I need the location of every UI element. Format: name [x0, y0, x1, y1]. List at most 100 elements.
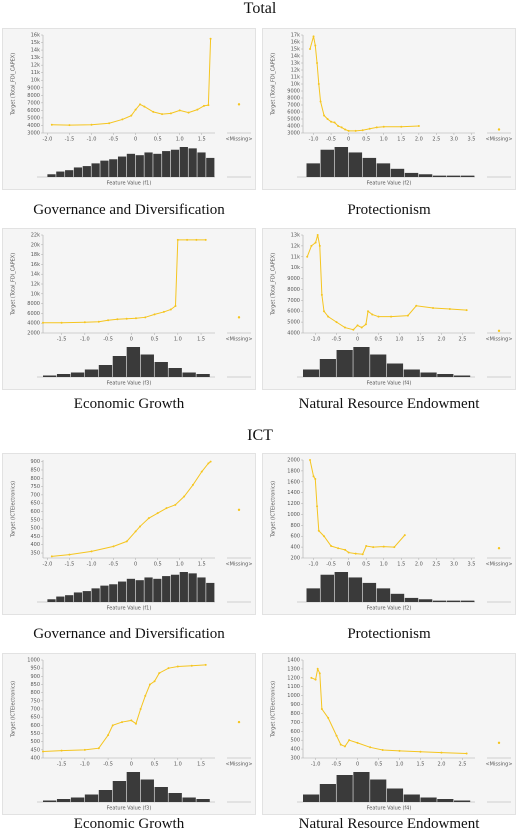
- y-tick-label: 1400: [287, 490, 300, 496]
- y-tick-label: 9000: [27, 85, 40, 91]
- point: [316, 234, 319, 236]
- x-tick-label: -0.5: [332, 337, 342, 343]
- hist-bar: [91, 163, 100, 177]
- point: [309, 459, 312, 461]
- hist-bar: [197, 577, 206, 602]
- hist-bar: [135, 155, 144, 177]
- hist-bar: [56, 596, 65, 602]
- hist-bar: [140, 779, 154, 802]
- y-axis-label: Target (ICTElectronics): [271, 481, 277, 538]
- hist-bar: [65, 595, 74, 602]
- point: [343, 745, 346, 748]
- y-tick-label: 800: [290, 523, 300, 529]
- missing-tick-label: <Missing>: [485, 137, 512, 143]
- x-tick-label: 1.5: [198, 562, 206, 568]
- point: [50, 555, 53, 558]
- hist-bar: [168, 793, 182, 802]
- chart: 2000 4000 6000 8000 10k 12k 14k 16k 18k 20k 22k -1.…: [11, 233, 253, 387]
- hist-bar: [353, 347, 370, 377]
- hist-bar: [320, 574, 334, 602]
- hist-bar: [182, 372, 196, 377]
- hist-bar: [126, 772, 141, 802]
- point: [161, 113, 164, 116]
- point: [398, 749, 401, 752]
- x-tick-label: -1.0: [80, 762, 90, 768]
- x-tick-label: -1.0: [309, 137, 319, 143]
- point: [191, 483, 194, 486]
- point: [134, 530, 137, 533]
- point: [156, 512, 159, 515]
- missing-tick-label: <Missing>: [485, 337, 512, 343]
- point: [333, 121, 336, 124]
- x-tick-label: -2.0: [43, 562, 53, 568]
- point: [121, 118, 124, 121]
- hist-bar: [188, 573, 197, 602]
- hist-bar: [154, 787, 168, 802]
- point: [42, 321, 44, 324]
- point: [330, 120, 333, 123]
- line: [309, 36, 419, 132]
- hist-bar: [170, 149, 180, 177]
- y-tick-label: 2000: [27, 331, 40, 337]
- y-tick-label: 9000: [287, 276, 300, 282]
- y-tick-label: 4000: [27, 123, 40, 129]
- chart-caption: Natural Resource Endowment: [298, 816, 480, 832]
- x-tick-label: -1.0: [87, 562, 97, 568]
- y-tick-label: 16k: [31, 262, 40, 268]
- x-tick-label: 1.5: [397, 562, 405, 568]
- x-tick-label: 3.0: [450, 562, 458, 568]
- y-tick-label: 1200: [287, 675, 300, 681]
- point: [162, 310, 165, 313]
- point: [209, 460, 212, 463]
- y-tick-label: 900: [30, 459, 40, 465]
- hist-bar: [432, 600, 447, 602]
- point: [130, 719, 133, 722]
- chart: 4000 5000 6000 7000 8000 9000 10k 11k 12k 13k -1.0…: [271, 233, 513, 387]
- y-axis-label: Target (Total_FDI_CAPEX): [11, 253, 17, 316]
- point: [310, 676, 313, 679]
- y-tick-label: 10k: [291, 265, 300, 271]
- x-tick-label: 1.0: [380, 137, 388, 143]
- point: [319, 100, 322, 103]
- hist-bar: [403, 369, 420, 377]
- point: [348, 739, 351, 742]
- x-tick-label: -1.0: [80, 337, 90, 343]
- point: [326, 118, 329, 120]
- point: [327, 716, 330, 719]
- y-tick-label: 300: [290, 756, 300, 762]
- hist-bar: [386, 788, 404, 802]
- point: [382, 125, 385, 128]
- y-tick-label: 12k: [31, 63, 40, 69]
- point: [139, 525, 142, 528]
- hist-bar: [390, 593, 405, 602]
- y-tick-label: 200: [290, 556, 300, 562]
- x-tick-label: 0: [130, 337, 133, 343]
- point: [107, 319, 110, 322]
- chart: 300 400 500 600 700 800 900 1000 1100 1200 1300 140…: [271, 658, 513, 812]
- point: [116, 318, 119, 321]
- y-tick-label: 1000: [287, 512, 300, 518]
- y-tick-label: 3000: [27, 131, 40, 137]
- y-tick-label: 600: [30, 509, 40, 515]
- x-axis-label: Feature Value (f1): [107, 606, 152, 612]
- hist-bar: [98, 365, 113, 377]
- y-tick-label: 500: [290, 738, 300, 744]
- hist-bar: [56, 171, 65, 177]
- y-tick-label: 4000: [287, 331, 300, 337]
- hist-bar: [420, 797, 437, 802]
- y-tick-label: 550: [30, 731, 40, 737]
- x-tick-label: 1.0: [396, 337, 404, 343]
- hist-bar: [334, 147, 349, 177]
- y-tick-label: 450: [30, 534, 40, 540]
- line: [51, 38, 212, 126]
- point: [176, 665, 179, 668]
- hist-bar: [418, 174, 433, 177]
- x-tick-label: 1.0: [380, 562, 388, 568]
- line: [309, 459, 406, 555]
- hist-bar: [82, 166, 91, 177]
- point: [314, 678, 317, 681]
- point: [369, 746, 372, 749]
- point: [152, 110, 155, 113]
- hist-bar: [153, 153, 162, 177]
- point: [196, 108, 199, 111]
